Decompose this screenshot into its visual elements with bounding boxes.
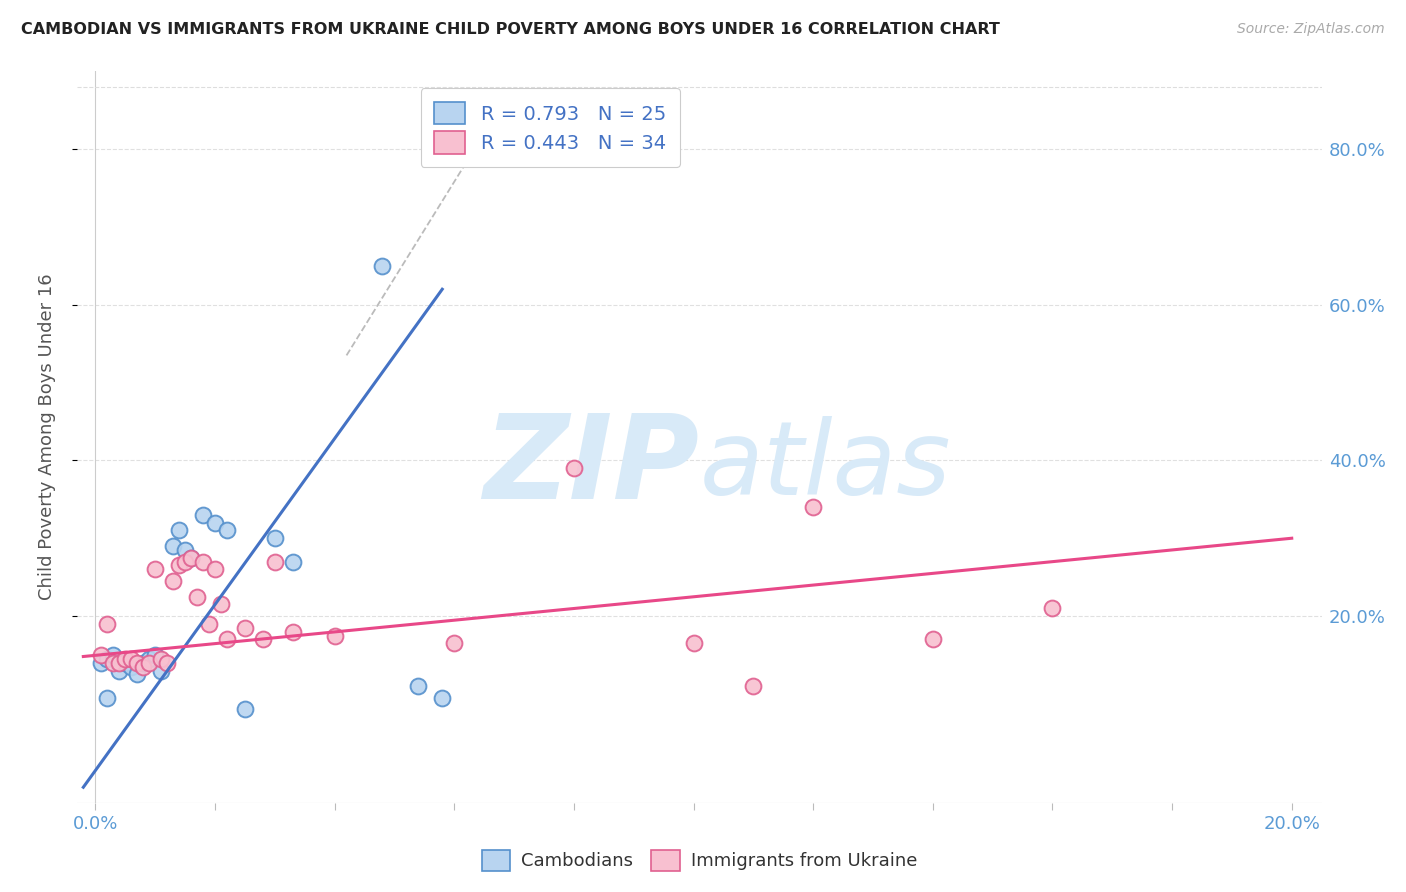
Point	[138, 656, 160, 670]
Point	[127, 667, 149, 681]
Point	[180, 550, 202, 565]
Point	[443, 636, 465, 650]
Point	[174, 555, 197, 569]
Point	[138, 652, 160, 666]
Point	[233, 702, 256, 716]
Point	[120, 659, 142, 673]
Point	[263, 531, 285, 545]
Point	[167, 558, 190, 573]
Point	[143, 648, 166, 662]
Point	[204, 516, 226, 530]
Point	[371, 259, 394, 273]
Point	[96, 616, 118, 631]
Point	[281, 555, 304, 569]
Text: ZIP: ZIP	[484, 409, 700, 524]
Point	[120, 652, 142, 666]
Point	[432, 690, 454, 705]
Point	[132, 659, 155, 673]
Point	[90, 648, 112, 662]
Point	[132, 656, 155, 670]
Y-axis label: Child Poverty Among Boys Under 16: Child Poverty Among Boys Under 16	[38, 274, 56, 600]
Point	[323, 628, 346, 642]
Point	[215, 524, 238, 538]
Point	[186, 590, 208, 604]
Point	[143, 562, 166, 576]
Point	[191, 508, 214, 522]
Legend: Cambodians, Immigrants from Ukraine: Cambodians, Immigrants from Ukraine	[474, 843, 925, 878]
Point	[108, 656, 131, 670]
Point	[408, 679, 430, 693]
Point	[174, 542, 197, 557]
Text: Source: ZipAtlas.com: Source: ZipAtlas.com	[1237, 22, 1385, 37]
Point	[167, 524, 190, 538]
Point	[209, 598, 232, 612]
Point	[96, 690, 118, 705]
Point	[114, 656, 136, 670]
Point	[103, 656, 125, 670]
Point	[682, 636, 704, 650]
Point	[1042, 601, 1064, 615]
Point	[263, 555, 285, 569]
Point	[114, 652, 136, 666]
Text: CAMBODIAN VS IMMIGRANTS FROM UKRAINE CHILD POVERTY AMONG BOYS UNDER 16 CORRELATI: CAMBODIAN VS IMMIGRANTS FROM UKRAINE CHI…	[21, 22, 1000, 37]
Point	[103, 648, 125, 662]
Point	[90, 656, 112, 670]
Point	[801, 500, 824, 515]
Point	[252, 632, 274, 647]
Point	[156, 656, 179, 670]
Point	[96, 652, 118, 666]
Point	[204, 562, 226, 576]
Point	[150, 664, 173, 678]
Point	[108, 664, 131, 678]
Text: atlas: atlas	[700, 417, 950, 516]
Point	[921, 632, 943, 647]
Point	[127, 656, 149, 670]
Point	[191, 555, 214, 569]
Point	[198, 616, 221, 631]
Point	[281, 624, 304, 639]
Point	[180, 550, 202, 565]
Point	[742, 679, 765, 693]
Point	[162, 539, 184, 553]
Point	[562, 461, 585, 475]
Point	[162, 574, 184, 588]
Point	[233, 621, 256, 635]
Point	[150, 652, 173, 666]
Point	[215, 632, 238, 647]
